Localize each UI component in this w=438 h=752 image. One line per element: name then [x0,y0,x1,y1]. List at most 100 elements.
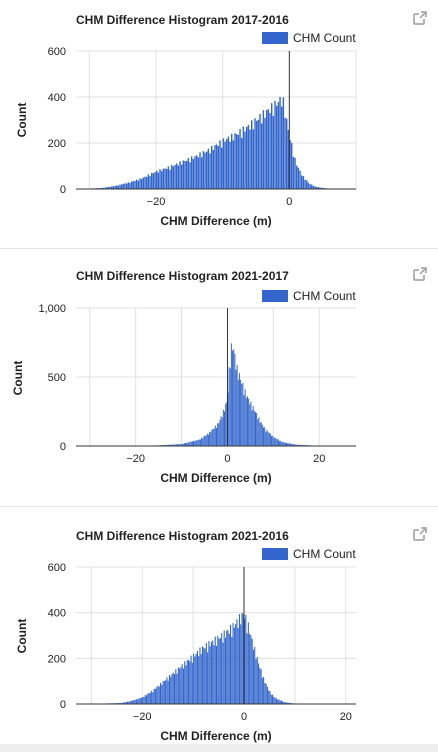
histogram-bar [121,184,123,189]
histogram-bar [245,397,247,446]
histogram-bar [226,401,228,446]
histogram-bar [242,382,244,446]
histogram-bar [254,646,256,704]
histogram-bar [238,373,240,446]
histogram-bar [119,184,121,189]
histogram-bar [297,444,299,446]
histogram-bar [238,614,240,704]
histogram-bar [290,443,292,446]
histogram-bar [256,656,258,704]
histogram-bar [219,420,221,446]
histogram-bar [271,103,273,189]
histogram-bar [228,633,230,704]
histogram-bar [255,412,256,446]
histogram-bar [204,648,206,704]
histogram-bar [157,685,159,704]
histogram-bar [161,171,163,189]
open-in-new-icon[interactable] [412,526,428,542]
histogram-bar [170,444,172,446]
histogram-bar [288,443,290,446]
histogram-bar [126,701,128,704]
histogram-bar [274,697,276,704]
histogram-bar [245,614,247,704]
open-in-new-icon[interactable] [412,10,428,26]
histogram-bar [173,444,175,446]
histogram-bar [200,654,202,704]
histogram-bar [241,613,243,704]
histogram-bar [154,172,156,189]
histogram-bar [243,395,245,446]
histogram-bar [316,187,318,189]
chart-title: CHM Difference Histogram 2017-2016 [76,13,289,27]
histogram-bar [252,649,254,704]
histogram-bar [162,681,164,704]
histogram-bar [165,680,167,704]
histogram-bar [222,138,225,189]
histogram-bar [261,677,263,704]
histogram-bar [156,170,158,189]
histogram-bar [267,109,270,189]
histogram-bar [102,187,105,189]
histogram-bar [240,379,242,446]
histogram-bar [134,699,136,704]
histogram-bar [209,431,211,446]
histogram-bar [188,442,190,446]
histogram-bar [184,661,186,704]
histogram-bar [217,423,219,446]
histogram-bar [251,120,253,189]
histogram-bar [279,700,281,704]
chart-panel-2017-2016: CHM Difference Histogram 2017-2016 CHM C… [0,0,438,248]
histogram-bar [311,184,313,189]
histogram-bar [249,634,251,704]
histogram-2021-2017: CHM Difference Histogram 2021-2017 CHM C… [11,269,356,485]
histogram-bar [177,667,179,704]
histogram-bar [268,690,270,704]
histogram-bar [144,695,146,704]
histogram-bar [156,687,158,704]
histogram-bar [216,427,217,446]
histogram-bar [139,698,141,704]
histogram-bar [183,443,185,446]
histogram-bar [170,676,172,704]
histogram-bar [184,160,186,189]
histogram-bar [218,638,220,704]
histogram-bar [181,164,183,189]
histogram-bar [257,119,260,189]
histogram-bar [207,434,209,446]
histogram-bar [217,635,219,704]
histogram-bar [272,694,274,704]
open-in-new-icon[interactable] [412,266,428,282]
histogram-bar [214,425,216,446]
histogram-bar [142,696,144,704]
histogram-bar [107,186,110,189]
histogram-bar [312,185,315,189]
histogram-bar [221,147,223,189]
histogram-bar [237,379,239,446]
histogram-bar [193,440,195,446]
histogram-bar [278,699,280,704]
histogram-bar [213,645,215,704]
histogram-bar [233,627,235,704]
histogram-bar [169,169,171,189]
chart-title: CHM Difference Histogram 2021-2016 [76,529,289,543]
histogram-bar [234,353,236,446]
histogram-bar [202,438,204,446]
histogram-bar [206,151,208,189]
histogram-bar [223,630,225,704]
histogram-bar [128,701,130,704]
histogram-bar [171,165,173,189]
histogram-bar [187,158,190,189]
histogram-bar [283,702,285,704]
histogram-bar [296,165,298,189]
histogram-bar [299,170,301,189]
histogram-bar [247,124,250,189]
chart-panel-2021-2017: CHM Difference Histogram 2021-2017 CHM C… [0,256,438,506]
histogram-bar [252,406,254,446]
histogram-bar [176,673,178,704]
histogram-bar [116,185,118,189]
y-tick-label: 1,000 [38,303,66,315]
histogram-bar [265,431,267,446]
histogram-bar [216,144,218,189]
histogram-bar [296,444,298,446]
histogram-bar [157,172,160,189]
